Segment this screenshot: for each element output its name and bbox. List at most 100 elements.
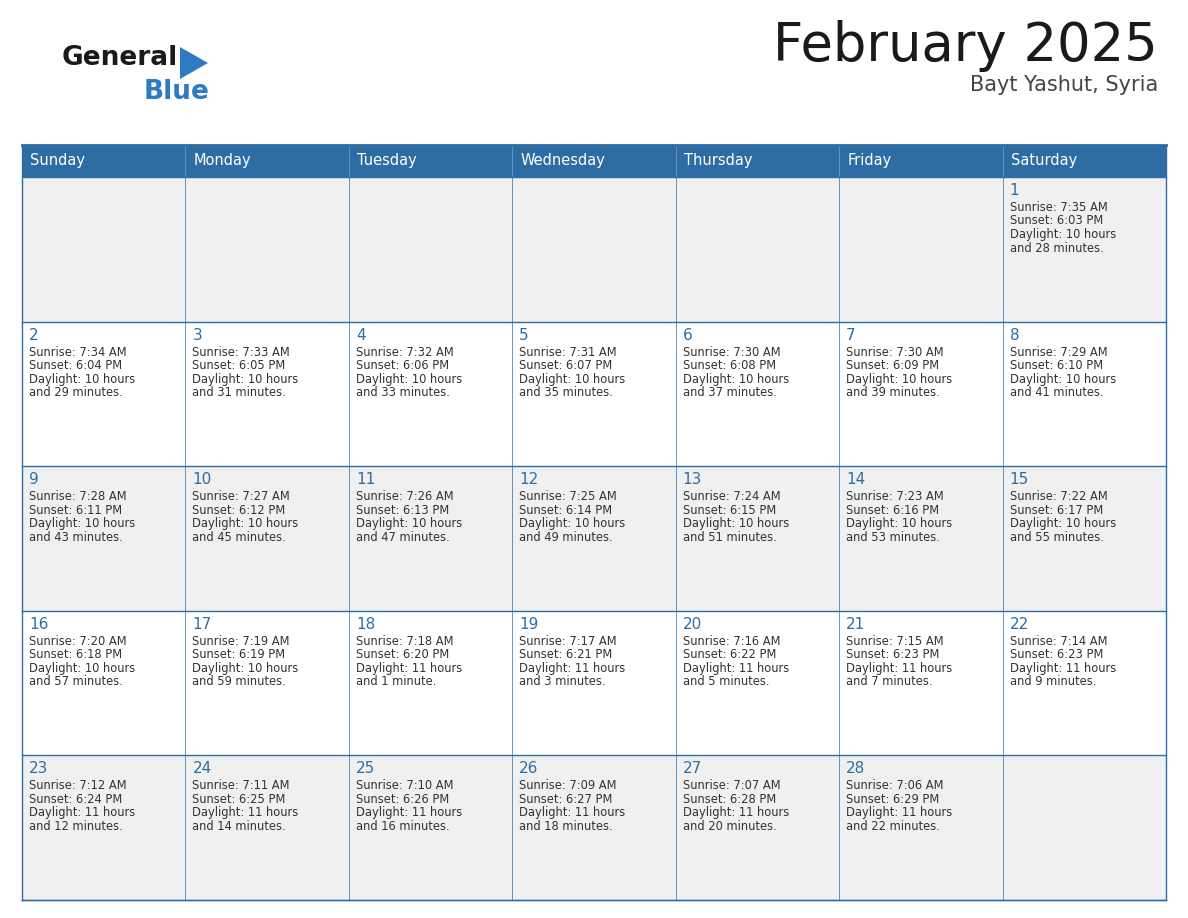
Text: and 20 minutes.: and 20 minutes. (683, 820, 777, 833)
Text: Sunset: 6:22 PM: Sunset: 6:22 PM (683, 648, 776, 661)
Text: 16: 16 (29, 617, 49, 632)
Bar (1003, 177, 1165, 321)
Text: Sunset: 6:16 PM: Sunset: 6:16 PM (846, 504, 940, 517)
Text: and 9 minutes.: and 9 minutes. (1010, 676, 1097, 688)
Text: Daylight: 10 hours: Daylight: 10 hours (356, 373, 462, 386)
Text: Sunrise: 7:09 AM: Sunrise: 7:09 AM (519, 779, 617, 792)
Text: and 41 minutes.: and 41 minutes. (1010, 386, 1104, 399)
Text: Daylight: 11 hours: Daylight: 11 hours (683, 662, 789, 675)
Text: Daylight: 10 hours: Daylight: 10 hours (1010, 228, 1116, 241)
Text: Sunset: 6:13 PM: Sunset: 6:13 PM (356, 504, 449, 517)
Bar (1003, 756, 1165, 900)
Text: Sunset: 6:23 PM: Sunset: 6:23 PM (1010, 648, 1102, 661)
Bar (1003, 466, 1165, 610)
Text: and 5 minutes.: and 5 minutes. (683, 676, 769, 688)
Text: Daylight: 11 hours: Daylight: 11 hours (519, 662, 626, 675)
Text: Blue: Blue (144, 79, 210, 105)
Bar (185, 321, 349, 466)
Text: and 3 minutes.: and 3 minutes. (519, 676, 606, 688)
Text: Sunrise: 7:25 AM: Sunrise: 7:25 AM (519, 490, 617, 503)
Text: Sunset: 6:29 PM: Sunset: 6:29 PM (846, 793, 940, 806)
Text: 5: 5 (519, 328, 529, 342)
Text: and 12 minutes.: and 12 minutes. (29, 820, 122, 833)
Text: Sunset: 6:04 PM: Sunset: 6:04 PM (29, 359, 122, 372)
Text: Daylight: 11 hours: Daylight: 11 hours (846, 662, 953, 675)
Text: Sunrise: 7:35 AM: Sunrise: 7:35 AM (1010, 201, 1107, 214)
Text: Sunrise: 7:24 AM: Sunrise: 7:24 AM (683, 490, 781, 503)
Text: Sunset: 6:24 PM: Sunset: 6:24 PM (29, 793, 122, 806)
Text: Daylight: 10 hours: Daylight: 10 hours (356, 517, 462, 531)
Text: Sunset: 6:17 PM: Sunset: 6:17 PM (1010, 504, 1102, 517)
Text: Sunset: 6:25 PM: Sunset: 6:25 PM (192, 793, 286, 806)
Text: 6: 6 (683, 328, 693, 342)
Bar (676, 756, 839, 900)
Text: Sunset: 6:10 PM: Sunset: 6:10 PM (1010, 359, 1102, 372)
Text: Daylight: 10 hours: Daylight: 10 hours (192, 517, 298, 531)
Bar (512, 321, 676, 466)
Text: and 29 minutes.: and 29 minutes. (29, 386, 122, 399)
Bar (676, 610, 839, 756)
Text: Sunrise: 7:26 AM: Sunrise: 7:26 AM (356, 490, 454, 503)
Text: Sunrise: 7:30 AM: Sunrise: 7:30 AM (846, 345, 943, 359)
Text: and 16 minutes.: and 16 minutes. (356, 820, 449, 833)
Text: Sunset: 6:15 PM: Sunset: 6:15 PM (683, 504, 776, 517)
Text: 10: 10 (192, 472, 211, 487)
Text: and 45 minutes.: and 45 minutes. (192, 531, 286, 543)
Text: Sunrise: 7:11 AM: Sunrise: 7:11 AM (192, 779, 290, 792)
Text: Sunrise: 7:33 AM: Sunrise: 7:33 AM (192, 345, 290, 359)
Text: Saturday: Saturday (1011, 153, 1076, 169)
Bar (1003, 145, 1165, 177)
Text: 4: 4 (356, 328, 366, 342)
Bar (185, 756, 349, 900)
Bar (349, 610, 512, 756)
Text: Sunrise: 7:34 AM: Sunrise: 7:34 AM (29, 345, 127, 359)
Text: Sunrise: 7:15 AM: Sunrise: 7:15 AM (846, 635, 943, 648)
Text: Daylight: 10 hours: Daylight: 10 hours (192, 662, 298, 675)
Text: 25: 25 (356, 761, 375, 777)
Text: Daylight: 10 hours: Daylight: 10 hours (29, 662, 135, 675)
Text: and 22 minutes.: and 22 minutes. (846, 820, 940, 833)
Text: Sunrise: 7:22 AM: Sunrise: 7:22 AM (1010, 490, 1107, 503)
Text: 20: 20 (683, 617, 702, 632)
Bar (512, 610, 676, 756)
Text: 27: 27 (683, 761, 702, 777)
Text: Bayt Yashut, Syria: Bayt Yashut, Syria (969, 75, 1158, 95)
Text: Daylight: 10 hours: Daylight: 10 hours (519, 373, 626, 386)
Text: 8: 8 (1010, 328, 1019, 342)
Text: Sunrise: 7:07 AM: Sunrise: 7:07 AM (683, 779, 781, 792)
Bar (23, 610, 185, 756)
Bar (512, 756, 676, 900)
Bar (23, 756, 185, 900)
Text: 3: 3 (192, 328, 202, 342)
Bar (512, 466, 676, 610)
Text: Daylight: 10 hours: Daylight: 10 hours (846, 373, 953, 386)
Bar (349, 177, 512, 321)
Text: Sunset: 6:06 PM: Sunset: 6:06 PM (356, 359, 449, 372)
Text: Sunset: 6:11 PM: Sunset: 6:11 PM (29, 504, 122, 517)
Bar (512, 177, 676, 321)
Text: Sunset: 6:07 PM: Sunset: 6:07 PM (519, 359, 613, 372)
Bar (23, 321, 185, 466)
Text: Sunrise: 7:30 AM: Sunrise: 7:30 AM (683, 345, 781, 359)
Text: Sunrise: 7:20 AM: Sunrise: 7:20 AM (29, 635, 127, 648)
Bar (185, 145, 349, 177)
Text: and 57 minutes.: and 57 minutes. (29, 676, 122, 688)
Text: Sunset: 6:14 PM: Sunset: 6:14 PM (519, 504, 612, 517)
Text: Daylight: 10 hours: Daylight: 10 hours (683, 517, 789, 531)
Text: Sunrise: 7:18 AM: Sunrise: 7:18 AM (356, 635, 454, 648)
Text: Daylight: 11 hours: Daylight: 11 hours (29, 806, 135, 820)
Bar (349, 145, 512, 177)
Text: Sunset: 6:27 PM: Sunset: 6:27 PM (519, 793, 613, 806)
Text: 1: 1 (1010, 183, 1019, 198)
Bar (185, 610, 349, 756)
Text: Sunrise: 7:23 AM: Sunrise: 7:23 AM (846, 490, 944, 503)
Text: Sunset: 6:12 PM: Sunset: 6:12 PM (192, 504, 285, 517)
Bar (839, 610, 1003, 756)
Text: and 18 minutes.: and 18 minutes. (519, 820, 613, 833)
Text: 22: 22 (1010, 617, 1029, 632)
Text: Daylight: 11 hours: Daylight: 11 hours (192, 806, 298, 820)
Text: 28: 28 (846, 761, 865, 777)
Text: 19: 19 (519, 617, 538, 632)
Text: and 47 minutes.: and 47 minutes. (356, 531, 449, 543)
Text: Sunrise: 7:32 AM: Sunrise: 7:32 AM (356, 345, 454, 359)
